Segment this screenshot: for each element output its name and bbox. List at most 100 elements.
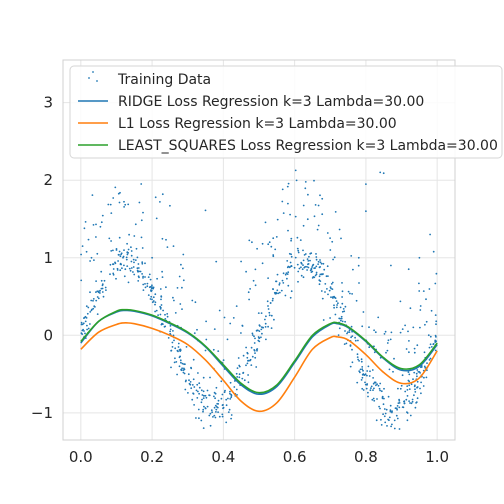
scatter-point (179, 359, 182, 362)
scatter-point (180, 368, 183, 371)
scatter-point (430, 346, 433, 348)
scatter-point (312, 263, 315, 266)
scatter-point (253, 335, 255, 338)
scatter-point (384, 421, 387, 424)
scatter-point (311, 266, 313, 268)
scatter-point (393, 419, 396, 422)
scatter-point (356, 353, 359, 356)
scatter-point (170, 366, 172, 369)
scatter-point (198, 382, 201, 385)
scatter-point (140, 183, 143, 185)
scatter-point (419, 326, 421, 329)
scatter-point (337, 334, 340, 336)
regression-lines (80, 308, 438, 413)
scatter-point (364, 373, 367, 376)
scatter-point (404, 324, 406, 327)
scatter-point (320, 290, 323, 292)
scatter-point (278, 291, 281, 294)
scatter-point (383, 387, 385, 390)
scatter-point (348, 331, 351, 333)
scatter-point (265, 315, 267, 318)
scatter-point (365, 387, 368, 390)
scatter-point (176, 287, 179, 289)
scatter-point-outlier (169, 204, 171, 207)
scatter-point (223, 316, 226, 319)
scatter-point (416, 397, 419, 400)
scatter-point (337, 302, 339, 305)
scatter-point (268, 311, 271, 314)
scatter-point (362, 311, 365, 313)
scatter-point (302, 204, 305, 207)
scatter-point (258, 336, 260, 339)
scatter-point (406, 395, 409, 397)
scatter-point-outlier (126, 242, 128, 245)
scatter-point (139, 270, 142, 273)
scatter-point (261, 262, 264, 265)
scatter-point (240, 332, 242, 334)
scatter-point (178, 275, 181, 278)
scatter-point (331, 240, 334, 243)
scatter-point (179, 349, 182, 352)
scatter-point (385, 351, 387, 354)
scatter-point (203, 394, 205, 397)
scatter-point (350, 336, 352, 339)
scatter-point (173, 361, 176, 364)
scatter-point (289, 261, 292, 264)
scatter-point (129, 269, 132, 272)
scatter-point (247, 359, 250, 362)
scatter-point (172, 334, 175, 337)
scatter-point (296, 247, 299, 250)
scatter-point (217, 399, 220, 402)
scatter-point (112, 272, 115, 275)
scatter-point (310, 271, 313, 273)
scatter-point (196, 397, 199, 399)
scatter-point (222, 406, 225, 409)
scatter-point (118, 201, 121, 204)
scatter-point (330, 296, 332, 299)
scatter-point (215, 386, 218, 389)
scatter-point (315, 258, 318, 261)
scatter-point (434, 349, 437, 352)
scatter-point (322, 262, 325, 265)
scatter-point (323, 268, 326, 271)
scatter-point (351, 348, 353, 351)
scatter-point (151, 298, 153, 301)
scatter-point (427, 334, 430, 337)
scatter-point (85, 305, 88, 308)
scatter-point (222, 359, 225, 361)
scatter-point (184, 380, 187, 383)
scatter-point (273, 318, 275, 321)
scatter-point (289, 266, 291, 268)
scatter-point (171, 341, 174, 344)
scatter-point (284, 273, 287, 276)
scatter-point (221, 413, 224, 416)
scatter-point (248, 239, 251, 242)
scatter-point (281, 279, 284, 282)
scatter-point (154, 301, 157, 304)
scatter-point (395, 407, 398, 410)
scatter-point-outlier (365, 183, 367, 186)
scatter-point (375, 419, 378, 422)
scatter-point-outlier (81, 245, 84, 248)
scatter-point (378, 405, 380, 408)
scatter-point (361, 368, 364, 371)
scatter-point (405, 398, 408, 401)
scatter-point (434, 339, 437, 342)
scatter-point (374, 381, 377, 384)
scatter-point-outlier (357, 256, 360, 259)
scatter-point (399, 387, 402, 390)
scatter-point (276, 273, 279, 276)
scatter-point (101, 284, 104, 287)
scatter-point (155, 217, 158, 220)
scatter-point (319, 280, 322, 282)
scatter-point (321, 297, 324, 300)
scatter-point (329, 286, 332, 288)
scatter-point (270, 245, 273, 248)
scatter-point (178, 356, 181, 359)
scatter-point (416, 386, 419, 388)
scatter-point (350, 325, 353, 328)
scatter-point (120, 253, 122, 256)
scatter-point (420, 392, 422, 395)
scatter-point (344, 320, 346, 323)
scatter-point-outlier (382, 172, 385, 175)
